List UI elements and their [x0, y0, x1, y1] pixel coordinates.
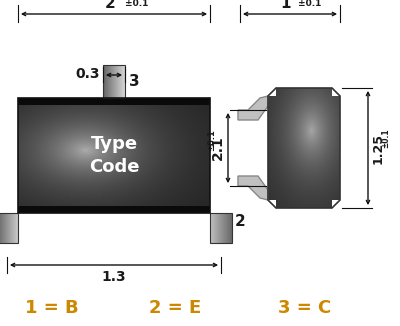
Text: ±0.1: ±0.1	[207, 129, 216, 151]
Text: 1: 1	[281, 0, 291, 11]
Text: ±0.1: ±0.1	[381, 128, 390, 148]
Text: Type
Code: Type Code	[89, 135, 139, 176]
Bar	[332, 200, 340, 208]
Text: 3 = C: 3 = C	[278, 299, 332, 317]
Polygon shape	[238, 96, 268, 120]
Text: 2: 2	[235, 214, 246, 229]
Text: 3: 3	[129, 74, 140, 89]
Bar	[0, 213, 18, 243]
Text: 2: 2	[105, 0, 115, 11]
Polygon shape	[238, 176, 268, 200]
Text: ±0.1: ±0.1	[298, 0, 321, 8]
Text: 2.1: 2.1	[211, 136, 225, 160]
Bar	[268, 200, 276, 208]
Bar	[18, 98, 210, 105]
Bar	[268, 88, 276, 96]
Text: 2 = E: 2 = E	[149, 299, 201, 317]
Bar	[332, 88, 340, 96]
Text: 0.3: 0.3	[76, 67, 100, 81]
Text: 1.25: 1.25	[372, 132, 385, 164]
Text: ±0.1: ±0.1	[125, 0, 148, 8]
Bar	[103, 65, 125, 98]
Text: 1 = B: 1 = B	[25, 299, 79, 317]
Bar	[210, 213, 232, 243]
Bar	[18, 98, 210, 213]
Bar	[18, 206, 210, 213]
Text: 1.3: 1.3	[102, 270, 126, 284]
